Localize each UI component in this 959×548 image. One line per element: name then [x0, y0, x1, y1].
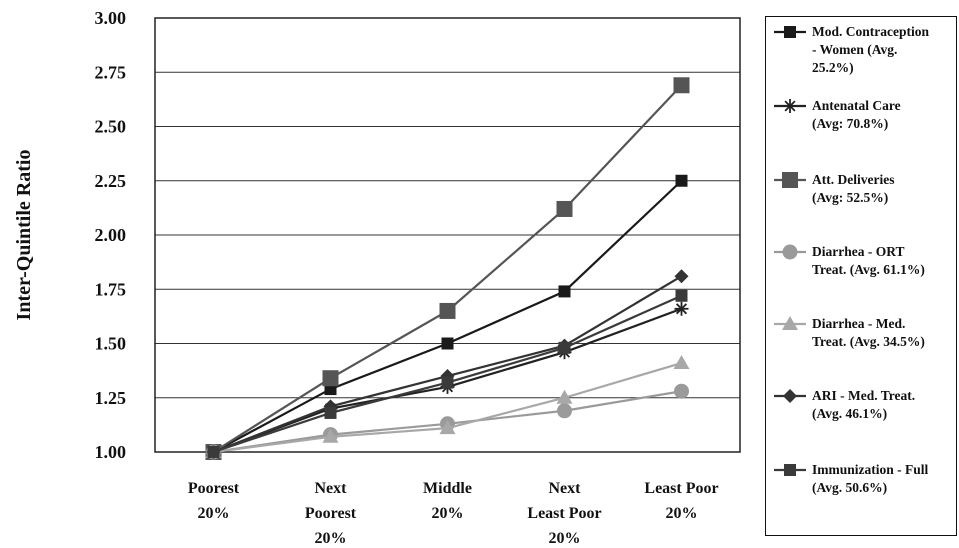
x-tick-label-line: Poorest	[188, 480, 240, 497]
legend-label-line: Mod. Contraception	[812, 24, 929, 39]
x-tick-label-line: Poorest	[305, 505, 357, 522]
legend-label: Antenatal Care (Avg: 70.8%)	[812, 97, 954, 133]
x-tick-label-line: 20%	[666, 505, 698, 522]
legend-symbol	[774, 99, 806, 113]
x-tick-labels: Poorest 20% Next Poorest 20% Middle 20% Next Lea…	[188, 480, 719, 547]
legend-symbol	[774, 316, 806, 330]
data-point	[673, 77, 690, 94]
x-tick-label-line: Next	[315, 480, 348, 497]
x-tick-label-line: 20%	[432, 505, 464, 522]
legend-label-line: Diarrhea - ORT	[812, 244, 905, 259]
data-point	[558, 285, 571, 298]
data-point	[556, 389, 573, 404]
legend-symbol	[774, 172, 806, 188]
legend-label: Att. Deliveries (Avg: 52.5%)	[812, 171, 954, 207]
legend-label-line: Immunization - Full	[812, 462, 929, 477]
x-tick-label: Least Poor 20%	[644, 480, 718, 522]
data-point	[322, 428, 339, 443]
legend-label-line: Att. Deliveries	[812, 172, 895, 187]
y-tick-label: 2.00	[95, 225, 127, 245]
legend-label-line: Treat. (Avg. 34.5%)	[812, 334, 925, 349]
data-point	[674, 269, 689, 284]
x-tick-label-line: 20%	[315, 530, 347, 547]
data-point	[556, 200, 573, 217]
legend-label: Immunization - Full (Avg. 50.6%)	[812, 461, 954, 497]
y-tick-label: 3.00	[95, 8, 127, 28]
legend-symbol	[774, 464, 806, 476]
y-tick-label: 2.25	[95, 171, 127, 191]
data-point	[439, 420, 456, 435]
legend-label-line: (Avg: 52.5%)	[812, 190, 889, 205]
x-tick-label-line: Least Poor	[527, 505, 601, 522]
legend-label-line: Antenatal Care	[812, 98, 901, 113]
data-point	[675, 289, 688, 302]
y-axis-label: Inter-Quintile Ratio	[13, 150, 35, 321]
y-tick-label: 2.50	[95, 117, 127, 137]
legend-label: Diarrhea - ORT Treat. (Avg. 61.1%)	[812, 243, 954, 279]
y-tick-label: 2.75	[95, 62, 127, 82]
series-line	[212, 84, 683, 453]
x-tick-label-line: Least Poor	[644, 480, 718, 497]
data-point	[441, 376, 454, 389]
x-tick-label-line: Next	[549, 480, 582, 497]
legend-label-line: ARI - Med. Treat.	[812, 388, 916, 403]
y-tick-label: 1.75	[95, 279, 127, 299]
legend-symbol	[774, 244, 806, 260]
plot-area-frame	[154, 17, 741, 453]
data-point	[674, 301, 689, 316]
data-point	[557, 403, 572, 419]
series-group	[205, 77, 690, 460]
legend-label: Diarrhea - Med. Treat. (Avg. 34.5%)	[812, 315, 954, 351]
x-tick-label: Middle 20%	[423, 480, 472, 522]
x-tick-label: Next Least Poor 20%	[527, 480, 601, 547]
legend-label-line: 25.2%)	[812, 60, 854, 75]
y-tick-label: 1.50	[95, 334, 127, 354]
legend-label-line: (Avg. 46.1%)	[812, 406, 888, 421]
y-tick-labels: 1.00 1.25 1.50 1.75 2.00 2.25 2.50 2.75 3.00	[95, 8, 127, 462]
x-tick-label-line: 20%	[198, 505, 230, 522]
x-tick-label: Poorest 20%	[188, 480, 240, 522]
x-tick-label: Next Poorest 20%	[305, 480, 357, 547]
legend: Mod. Contraception - Women (Avg. 25.2%) Ant…	[765, 16, 957, 536]
data-point	[439, 302, 456, 319]
data-point	[322, 370, 339, 387]
legend-label: ARI - Med. Treat. (Avg. 46.1%)	[812, 387, 954, 423]
legend-label-line: Treat. (Avg. 61.1%)	[812, 262, 925, 277]
data-point	[674, 383, 689, 399]
legend-label-line: Diarrhea - Med.	[812, 316, 906, 331]
data-point	[207, 446, 220, 458]
data-point	[324, 406, 337, 419]
legend-label-line: (Avg: 70.8%)	[812, 116, 889, 131]
legend-label-line: - Women (Avg.	[812, 42, 898, 57]
data-point	[441, 337, 454, 350]
data-point	[673, 355, 690, 370]
legend-symbol	[774, 26, 806, 38]
legend-symbol	[774, 389, 806, 403]
series-6	[207, 289, 688, 458]
y-tick-label: 1.00	[95, 442, 127, 462]
data-point	[558, 341, 571, 354]
x-tick-label-line: Middle	[423, 480, 472, 497]
legend-label: Mod. Contraception - Women (Avg. 25.2%)	[812, 23, 954, 77]
data-point	[675, 174, 688, 187]
legend-label-line: (Avg. 50.6%)	[812, 480, 888, 495]
y-tick-label: 1.25	[95, 388, 127, 408]
x-tick-label-line: 20%	[549, 530, 581, 547]
